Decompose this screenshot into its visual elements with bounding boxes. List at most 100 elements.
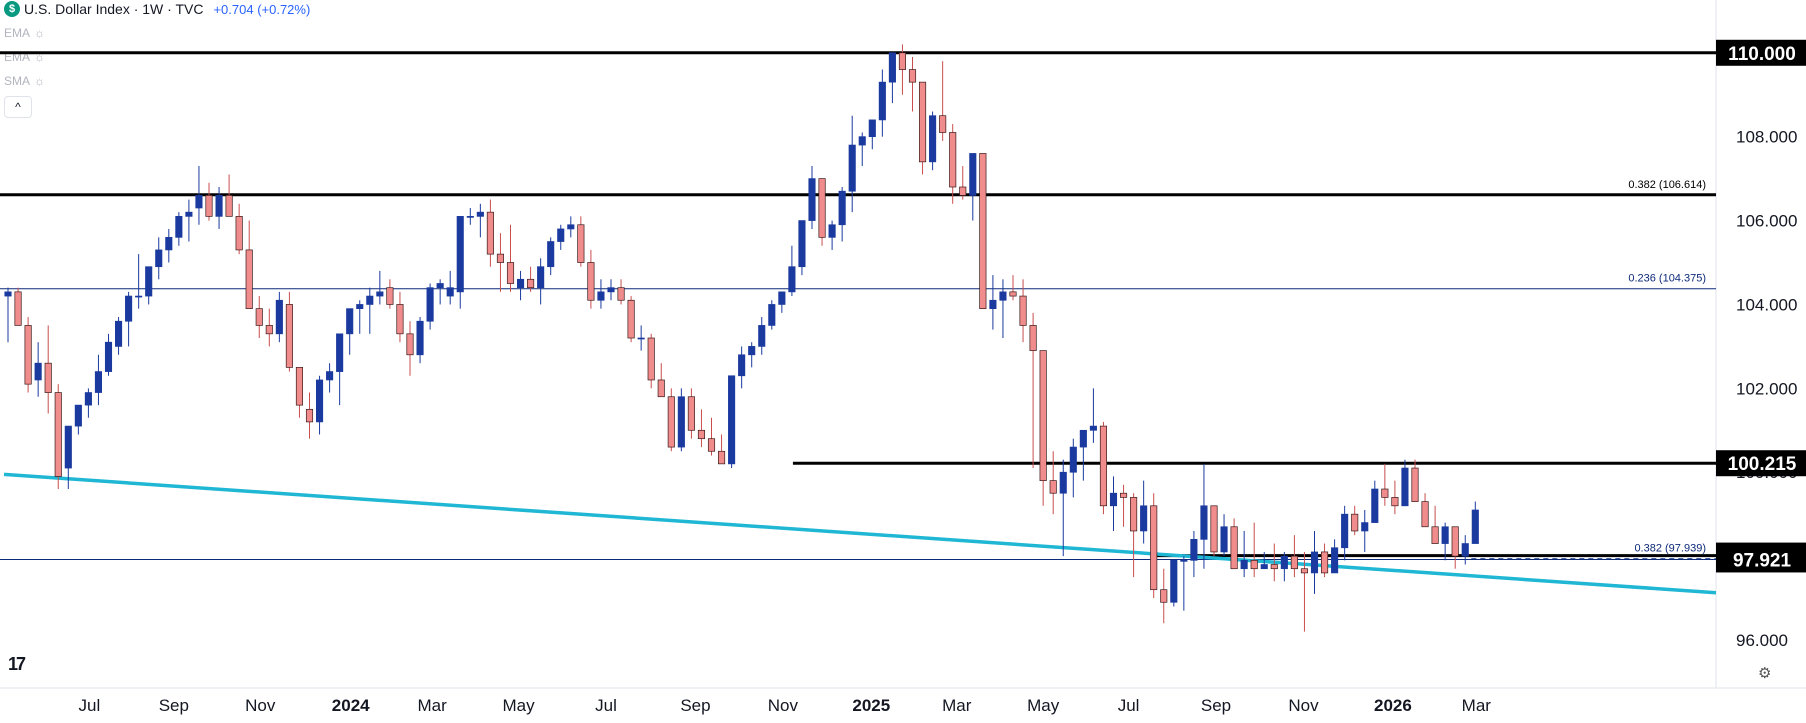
eye-hidden-icon[interactable]: ☼	[34, 26, 46, 40]
collapse-indicators-button[interactable]: ^	[4, 96, 32, 118]
candle-body-17	[175, 216, 183, 238]
x-tick-label-0: Jul	[79, 696, 101, 715]
candle-body-97	[979, 153, 987, 310]
candle-body-143	[1441, 526, 1449, 544]
candle-body-140	[1411, 467, 1419, 502]
candle-body-44	[446, 287, 454, 297]
candle-body-3	[34, 362, 42, 381]
candle-body-134	[1351, 513, 1359, 532]
candle-body-129	[1300, 568, 1309, 574]
candle-body-37	[376, 291, 384, 297]
price-badge-label-0: 110.000	[1728, 44, 1796, 65]
candle-body-29	[295, 367, 304, 406]
candle-body-63	[637, 337, 645, 340]
candle-body-103	[1039, 350, 1047, 481]
indicator-label: SMA	[4, 74, 31, 88]
x-tick-label-7: Sep	[680, 696, 710, 715]
candle-body-109	[1099, 425, 1108, 507]
price-badge-label-1: 100.215	[1728, 454, 1797, 475]
candle-body-122	[1230, 526, 1238, 570]
x-tick-label-5: May	[502, 696, 535, 715]
candle-body-108	[1089, 425, 1097, 431]
tradingview-logo-icon[interactable]: 17	[8, 654, 26, 674]
candle-body-15	[155, 249, 163, 268]
x-tick-label-11: May	[1027, 696, 1060, 715]
candle-body-131	[1320, 551, 1329, 574]
candle-body-59	[597, 291, 605, 301]
candle-body-124	[1250, 559, 1258, 570]
candle-body-145	[1461, 543, 1469, 557]
candle-body-0	[4, 291, 12, 297]
candle-body-118	[1190, 539, 1198, 561]
y-tick-label-4: 104.000	[1736, 295, 1797, 314]
candle-body-60	[607, 287, 615, 293]
indicator-ema-1[interactable]: EMA ☼	[4, 26, 45, 40]
candle-body-68	[687, 396, 695, 431]
eye-hidden-icon[interactable]: ☼	[34, 74, 46, 88]
candle-body-65	[657, 379, 665, 398]
candle-body-141	[1421, 501, 1429, 528]
candle-body-127	[1280, 555, 1288, 570]
candle-body-9	[94, 371, 103, 393]
candle-body-58	[587, 262, 595, 301]
candle-body-73	[738, 354, 746, 377]
candle-body-101	[1019, 295, 1027, 326]
indicator-sma[interactable]: SMA ☼	[4, 74, 45, 88]
symbol-title[interactable]: U.S. Dollar Index · 1W · TVC	[24, 1, 204, 17]
candle-body-146	[1471, 509, 1479, 544]
chart-header: $ U.S. Dollar Index · 1W · TVC +0.704 (+…	[4, 1, 310, 17]
candle-body-138	[1391, 497, 1399, 507]
candle-body-107	[1079, 429, 1087, 448]
x-tick-label-12: Jul	[1118, 696, 1140, 715]
level-label-1: 0.382 (106.614)	[1628, 179, 1706, 191]
settings-gear-icon[interactable]: ⚙	[1758, 665, 1772, 682]
candle-body-85	[858, 136, 866, 146]
candle-body-112	[1130, 497, 1138, 532]
candle-body-111	[1119, 492, 1128, 498]
candle-body-62	[627, 299, 635, 339]
candle-body-25	[255, 308, 263, 326]
candle-body-91	[918, 81, 927, 163]
candle-body-133	[1341, 513, 1349, 549]
price-badge-1	[1716, 450, 1806, 477]
eye-hidden-icon[interactable]: ☼	[34, 50, 46, 64]
x-tick-label-2: Nov	[245, 696, 276, 715]
candle-body-128	[1290, 555, 1298, 570]
candle-body-28	[285, 304, 293, 368]
candle-body-137	[1381, 488, 1389, 498]
candle-body-81	[818, 178, 826, 238]
price-change: +0.704 (+0.72%)	[213, 1, 311, 17]
candle-body-52	[527, 278, 535, 289]
candle-body-79	[798, 220, 806, 268]
candle-body-106	[1069, 446, 1077, 473]
candle-body-56	[567, 224, 575, 230]
candle-body-119	[1200, 505, 1208, 540]
candle-body-110	[1109, 492, 1118, 507]
candle-body-18	[185, 211, 193, 217]
candle-body-39	[396, 304, 404, 335]
candle-body-69	[697, 429, 706, 440]
candle-body-41	[416, 320, 424, 356]
x-tick-label-16: Mar	[1462, 696, 1492, 715]
price-badge-label-3: 97.921	[1733, 550, 1792, 571]
indicator-label: EMA	[4, 26, 31, 40]
candle-body-88	[888, 52, 896, 83]
candle-body-12	[125, 295, 133, 322]
candle-body-45	[456, 216, 464, 293]
candle-body-48	[486, 211, 494, 255]
candle-body-53	[537, 266, 545, 289]
candle-body-36	[366, 295, 374, 305]
trendline	[3, 472, 1717, 595]
candle-body-78	[788, 266, 796, 293]
candle-body-61	[617, 287, 625, 301]
candle-body-130	[1310, 551, 1319, 574]
candle-body-117	[1180, 559, 1188, 562]
candle-body-42	[426, 287, 434, 322]
candle-body-21	[215, 195, 223, 217]
candle-body-83	[838, 190, 846, 226]
candle-body-75	[758, 325, 766, 347]
candle-body-2	[24, 325, 32, 385]
candle-body-94	[949, 132, 957, 188]
candle-body-47	[476, 211, 484, 217]
